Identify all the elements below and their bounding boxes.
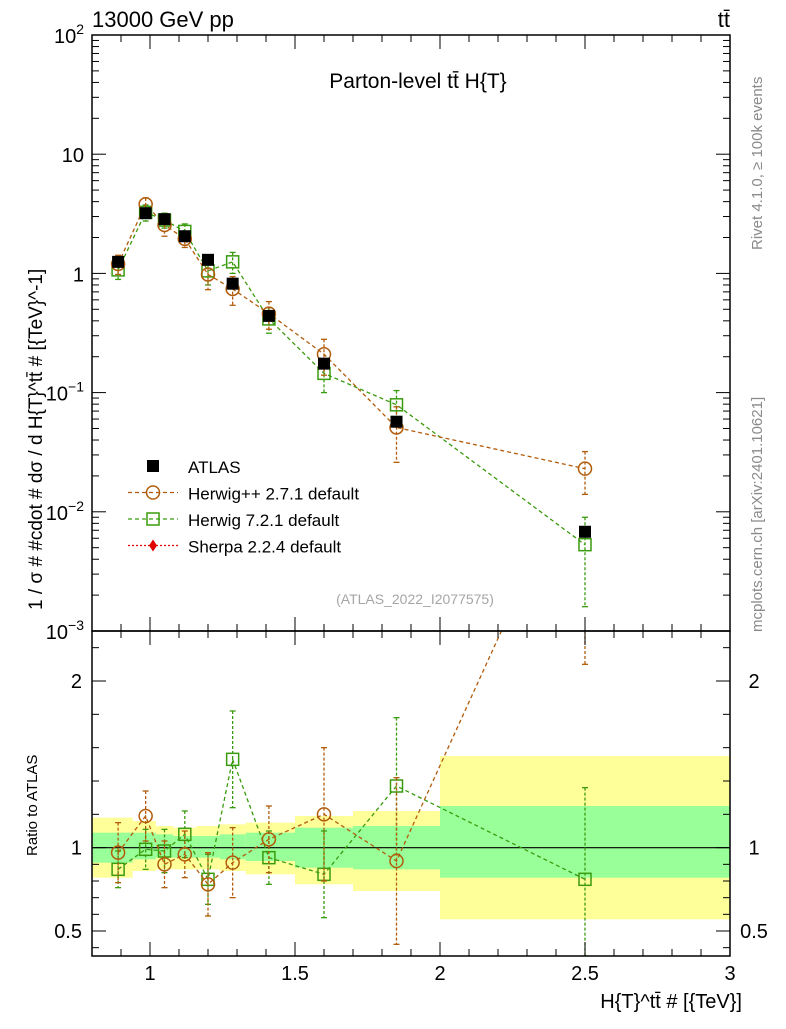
point-atlas (158, 213, 171, 226)
legend-marker (146, 512, 160, 526)
point-herwig-2-7-1-default (261, 832, 277, 847)
x-tick-label: 3 (724, 963, 735, 985)
series-herwig-2-7-1-default (110, 197, 593, 496)
header-energy-label: 13000 GeV pp (92, 7, 234, 32)
y-tick-label: 10−3 (46, 617, 84, 644)
line-herwig-7-2-1-default (117, 756, 586, 882)
line-herwig-7-2-1-default (117, 211, 586, 546)
point-herwig-7-2-1-default (578, 537, 592, 552)
point-herwig-2-7-1-default (177, 847, 193, 862)
point-herwig-2-7-1-default (316, 807, 332, 822)
ratio-panel: 1 1.5 2 2.5 30.5 0.51 12 2 Ratio to ATLAS H{T}^… (24, 630, 768, 1013)
point-herwig-2-7-1-default (577, 461, 593, 476)
uncertainty-band-inner (132, 832, 156, 860)
point-herwig-7-2-1-default (578, 872, 592, 887)
analysis-watermark: (ATLAS_2022_I2077575) (336, 591, 494, 607)
y-tick-label: 1 (71, 838, 82, 860)
y-tick-label: 102 (54, 21, 84, 48)
point-herwig-7-2-1-default (389, 398, 404, 412)
x-tick-label: 1.5 (281, 963, 309, 985)
rivet-version-label: Rivet 4.1.0, ≥ 100k events (749, 77, 766, 250)
point-atlas (178, 230, 191, 243)
y-tick-label-right: 0.5 (740, 921, 768, 943)
uncertainty-band-inner (245, 832, 295, 861)
main-y-axis-label: 1 / σ # #cdot # dσ / d H{T}^tt̄ # [{TeV}… (26, 269, 47, 610)
point-herwig-2-7-1-default (157, 857, 172, 872)
legend-marker (149, 539, 157, 552)
uncertainty-band-inner (440, 806, 730, 878)
point-herwig-2-7-1-default (200, 267, 216, 282)
series-herwig-2-7-1-default (110, 631, 588, 945)
y-tick-label: 10 (62, 145, 84, 167)
x-tick-label: 2.5 (571, 963, 599, 985)
legend: ATLAS Herwig++ 2.7.1 default Herwig 7.2.1 … (128, 458, 359, 557)
main-plot-title: Parton-level tt̄ H{T} (329, 70, 506, 93)
point-atlas (262, 309, 275, 322)
y-tick-label-right: 2 (748, 671, 759, 693)
mcplots-credit-label: mcplots.cern.ch [arXiv:2401.10621] (749, 397, 766, 632)
legend-label: ATLAS (188, 458, 241, 477)
point-herwig-7-2-1-default (138, 842, 153, 857)
legend-label: Sherpa 2.2.4 default (188, 538, 341, 557)
point-atlas (112, 255, 125, 268)
y-tick-label: 10−2 (46, 498, 84, 525)
point-atlas (318, 357, 330, 370)
y-tick-label: 1 (73, 264, 84, 286)
point-atlas (579, 525, 591, 538)
point-herwig-2-7-1-default (138, 808, 153, 824)
legend-label: Herwig++ 2.7.1 default (188, 485, 359, 504)
x-tick-label: 2 (434, 963, 445, 985)
point-atlas (226, 277, 239, 290)
legend-label: Herwig 7.2.1 default (188, 511, 339, 530)
main-panel: 102 10 1 10−1 10−2 10−3 Parton-level tt̄ H{T}… (26, 21, 731, 644)
series-herwig-7-2-1-default (111, 204, 592, 608)
point-atlas (390, 415, 403, 428)
point-herwig-2-7-1-default (225, 855, 240, 870)
ratio-y-axis-label: Ratio to ATLAS (24, 755, 41, 856)
point-atlas (202, 253, 214, 266)
legend-marker (145, 485, 161, 500)
line-herwig-2-7-1-default (117, 631, 503, 886)
x-tick-label: 1 (144, 963, 155, 985)
line-herwig-2-7-1-default (117, 203, 586, 470)
header-process-label: tt̄ (718, 7, 730, 32)
point-herwig-7-2-1-default (178, 827, 192, 842)
point-herwig-7-2-1-default (225, 255, 240, 269)
y-tick-label: 0.5 (54, 921, 82, 943)
series-atlas (112, 207, 591, 538)
point-herwig-7-2-1-default (225, 752, 240, 767)
legend-marker (147, 460, 159, 472)
point-atlas (139, 207, 152, 220)
y-tick-label: 2 (71, 671, 82, 693)
y-tick-label-right: 1 (748, 838, 759, 860)
x-axis-label: H{T}^tt̄ # [{TeV}] (600, 991, 742, 1013)
point-herwig-2-7-1-default (110, 845, 126, 860)
point-herwig-2-7-1-default (200, 877, 216, 892)
y-tick-label: 10−1 (46, 379, 84, 406)
point-herwig-2-7-1-default (389, 853, 404, 869)
